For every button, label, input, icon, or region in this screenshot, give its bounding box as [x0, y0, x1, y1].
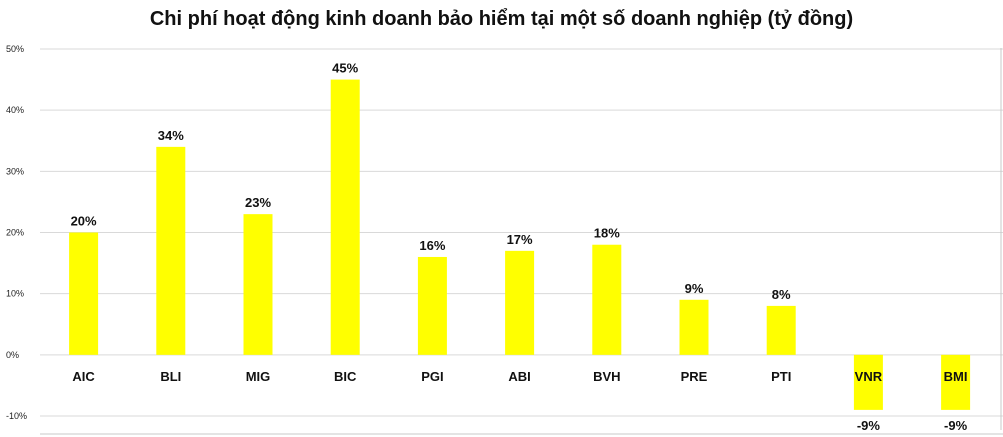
x-category-label: AIC [72, 369, 95, 384]
x-category-label: PRE [681, 369, 708, 384]
x-category-label: PTI [771, 369, 791, 384]
x-category-label: BIC [334, 369, 357, 384]
chart-title: Chi phí hoạt động kinh doanh bảo hiểm tạ… [149, 8, 854, 30]
y-tick-label: 10% [6, 289, 24, 299]
y-tick-label: 0% [6, 350, 19, 360]
x-category-label: PGI [421, 369, 443, 384]
bar-vnr [853, 354, 883, 410]
x-category-label: VNR [855, 369, 883, 384]
bar-bmi [941, 354, 971, 410]
y-tick-label: 50% [6, 44, 24, 54]
data-label: 20% [71, 214, 97, 229]
y-tick-label: 30% [6, 166, 24, 176]
bar-bic [330, 79, 360, 355]
y-tick-label: -10% [6, 411, 27, 421]
x-category-label: MIG [246, 369, 271, 384]
data-label: 18% [594, 226, 620, 241]
x-category-label: BMI [944, 369, 968, 384]
bar-pgi [417, 256, 447, 355]
data-label: 34% [158, 128, 184, 143]
x-category-label: BLI [160, 369, 181, 384]
bar-aic [69, 232, 99, 355]
data-label: -9% [857, 418, 881, 433]
bars [69, 79, 971, 410]
x-axis-categories: AIC BLI MIG BIC PGI ABI BVH PRE PTI VNR BMI [72, 369, 967, 384]
bar-bli [156, 146, 186, 355]
bar-mig [243, 214, 273, 355]
bar-pti [766, 305, 796, 355]
data-label: 17% [507, 232, 533, 247]
bar-pre [679, 299, 709, 355]
x-category-label: ABI [508, 369, 530, 384]
data-label: 16% [419, 238, 445, 253]
data-label: 8% [772, 287, 791, 302]
data-label: -9% [944, 418, 968, 433]
y-tick-label: 40% [6, 105, 24, 115]
data-label: 45% [332, 61, 358, 76]
x-category-label: BVH [593, 369, 620, 384]
data-labels: 20% 34% 23% 45% 16% 17% 18% 9% 8% -9% -9% [71, 61, 968, 433]
bar-abi [505, 250, 535, 355]
data-label: 9% [685, 281, 704, 296]
y-tick-label: 20% [6, 228, 24, 238]
data-label: 23% [245, 195, 271, 210]
bar-bvh [592, 244, 622, 355]
y-axis-ticks: 50% 40% 30% 20% 10% 0% -10% [6, 44, 27, 421]
